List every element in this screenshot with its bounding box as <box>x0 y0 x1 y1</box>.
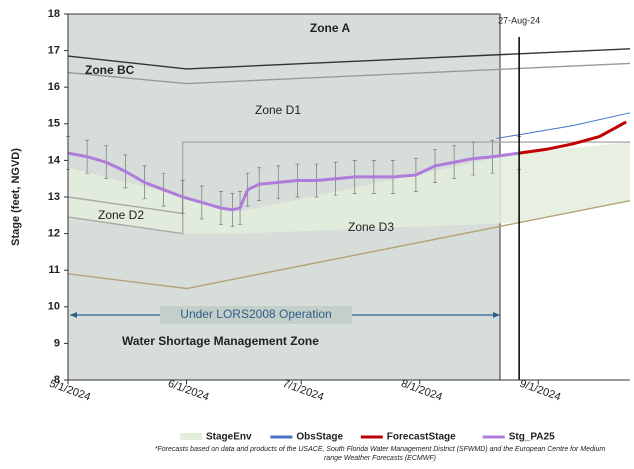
y-tick-label: 17 <box>48 45 60 57</box>
zone-label: Zone D3 <box>348 220 394 234</box>
y-tick-label: 11 <box>48 264 60 276</box>
y-tick-label: 13 <box>48 191 60 203</box>
y-tick-label: 12 <box>48 228 60 240</box>
legend-label: ObsStage <box>296 432 343 443</box>
y-tick-label: 18 <box>48 8 60 20</box>
legend-label: Stg_PA25 <box>509 432 555 443</box>
zone-label: Water Shortage Management Zone <box>122 334 319 348</box>
stage-envelope <box>68 142 630 234</box>
x-tick-label: 6/1/2024 <box>166 378 210 404</box>
legend-label: ForecastStage <box>387 432 456 443</box>
x-tick-label: 7/1/2024 <box>281 378 325 404</box>
y-tick-label: 15 <box>48 118 60 130</box>
y-axis-label: Stage (feet, NGVD) <box>10 148 22 246</box>
footnote: *Forecasts based on data and products of… <box>155 446 606 453</box>
series-line <box>496 112 631 139</box>
y-tick-label: 16 <box>48 81 60 93</box>
footnote: range Weather Forecasts (ECMWF) <box>324 455 436 462</box>
y-tick-label: 10 <box>48 301 60 313</box>
zone-label: Zone BC <box>85 63 135 77</box>
arrow-label-bg <box>160 306 352 324</box>
zone-boundary <box>67 199 631 290</box>
zone-label: Zone D1 <box>255 103 301 117</box>
zone-boundary <box>67 213 184 235</box>
y-tick-label: 14 <box>48 154 61 166</box>
zone-label: Zone A <box>310 21 351 35</box>
series-line <box>518 120 627 155</box>
zone-boundary <box>67 141 630 215</box>
x-tick-label: 5/1/2024 <box>48 378 92 404</box>
series-line <box>67 151 520 212</box>
zone-boundary <box>67 62 631 85</box>
operation-label: Under LORS2008 Operation <box>180 307 331 321</box>
y-tick-label: 8 <box>54 374 60 386</box>
zone-label: Zone D2 <box>98 208 144 222</box>
y-tick-label: 9 <box>54 337 60 349</box>
zone-boundary <box>67 48 631 70</box>
x-tick-label: 8/1/2024 <box>399 378 443 404</box>
legend-swatch <box>180 433 202 440</box>
plot-layer <box>66 48 631 290</box>
x-tick-label: 9/1/2024 <box>518 378 562 404</box>
legend-label: StageEnv <box>206 432 252 443</box>
forecast-date-label: 27-Aug-24 <box>498 15 540 25</box>
